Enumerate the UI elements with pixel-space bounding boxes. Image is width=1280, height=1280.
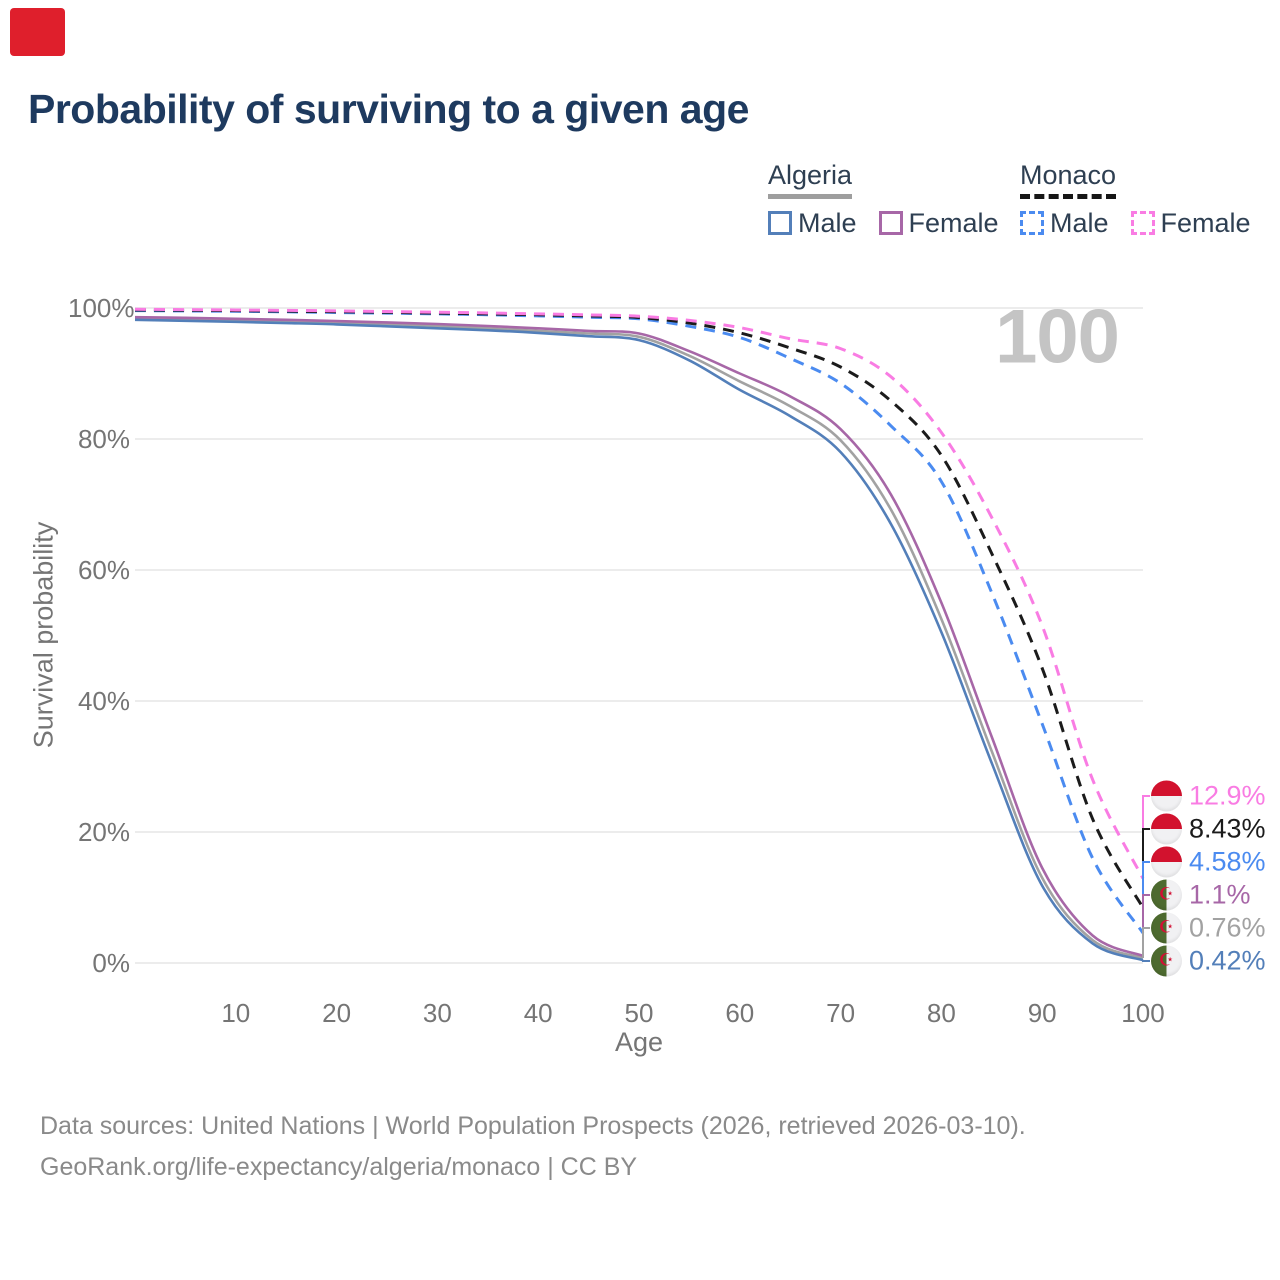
legend-item-label: Male: [798, 208, 857, 238]
end-label-algeria: ☪ 0.76%: [1151, 912, 1266, 944]
series-line-algeria_female: [134, 315, 1144, 958]
x-tick-label: 80: [926, 998, 956, 1028]
x-tick-label: 100: [1121, 998, 1165, 1028]
crescent-star-icon: ☪: [1158, 917, 1174, 938]
x-tick-label: 50: [624, 998, 654, 1028]
legend-items: Male Female: [1020, 208, 1251, 238]
footer: Data sources: United Nations | World Pop…: [40, 1106, 1026, 1188]
legend-group-monaco: Monaco Male Female: [1020, 160, 1251, 238]
footer-attribution: GeoRank.org/life-expectancy/algeria/mona…: [40, 1153, 638, 1181]
legend-item-label: Male: [1050, 208, 1109, 238]
series-line-algeria: [134, 317, 1144, 960]
page-title: Probability of surviving to a given age: [28, 86, 749, 132]
y-tick-label: 80%: [77, 424, 130, 454]
x-tick-label: 70: [826, 998, 856, 1028]
end-connector-algeria_female: [1142, 894, 1150, 956]
y-tick-label: 40%: [77, 686, 130, 716]
series-line-algeria_male: [134, 318, 1144, 962]
series-line-monaco_female: [134, 307, 1145, 880]
legend-group-algeria: Algeria Male Female: [768, 160, 999, 238]
end-label-algeria_female: ☪ 1.1%: [1151, 879, 1251, 911]
legend-country-monaco[interactable]: Monaco: [1020, 160, 1117, 199]
legend-item-monaco-male[interactable]: Male: [1020, 208, 1109, 238]
algeria-flag-icon: ☪: [1151, 912, 1182, 944]
legend-swatch-icon: [1130, 211, 1155, 235]
algeria-flag-icon: ☪: [1151, 879, 1182, 911]
end-label-value: 0.42%: [1189, 945, 1266, 976]
crescent-star-icon: ☪: [1158, 950, 1174, 971]
legend-swatch-icon: [1020, 211, 1044, 235]
end-label-value: 1.1%: [1189, 879, 1251, 910]
legend-item-label: Female: [908, 208, 999, 238]
monaco-flag-icon: [1151, 780, 1182, 812]
crescent-star-icon: ☪: [1158, 884, 1174, 905]
x-tick-label: 40: [523, 998, 553, 1028]
end-label-monaco_female: 12.9%: [1151, 780, 1266, 812]
end-label-value: 12.9%: [1189, 780, 1266, 811]
legend-item-algeria-male[interactable]: Male: [768, 208, 857, 238]
end-label-value: 8.43%: [1189, 813, 1266, 844]
legend-item-label: Female: [1160, 208, 1251, 238]
y-tick-label: 20%: [77, 817, 130, 847]
legend-swatch-icon: [768, 211, 792, 235]
x-tick-label: 90: [1027, 998, 1057, 1028]
end-connector-monaco_male: [1142, 861, 1150, 933]
x-tick-label: 30: [422, 998, 452, 1028]
x-tick-label: 20: [322, 998, 352, 1028]
red-click-marker: [10, 8, 65, 56]
x-tick-label: 10: [221, 998, 251, 1028]
end-label-algeria_male: ☪ 0.42%: [1151, 945, 1266, 977]
series-line-monaco_male: [134, 309, 1145, 934]
end-connector-algeria: [1142, 927, 1150, 958]
y-tick-label: 100%: [68, 293, 135, 323]
legend-swatch-icon: [878, 211, 903, 235]
end-label-value: 0.76%: [1189, 912, 1266, 943]
y-axis-title: Survival probability: [28, 521, 59, 749]
end-connector-algeria_male: [1142, 960, 1150, 962]
end-label-value: 4.58%: [1189, 846, 1266, 877]
series-line-monaco: [134, 308, 1145, 909]
legend-item-monaco-female[interactable]: Female: [1130, 208, 1251, 238]
legend-country-algeria[interactable]: Algeria: [768, 160, 853, 199]
end-connector-monaco_female: [1142, 795, 1150, 879]
monaco-flag-icon: [1151, 846, 1182, 878]
legend-item-algeria-female[interactable]: Female: [878, 208, 999, 238]
legend-items: Male Female: [768, 208, 999, 238]
end-label-monaco: 8.43%: [1151, 813, 1266, 845]
x-axis-title: Age: [614, 1027, 664, 1057]
x-tick-label: 60: [725, 998, 755, 1028]
monaco-flag-icon: [1151, 813, 1182, 845]
end-label-monaco_male: 4.58%: [1151, 846, 1266, 878]
y-tick-label: 60%: [77, 555, 130, 585]
footer-data-sources: Data sources: United Nations | World Pop…: [40, 1112, 1026, 1140]
algeria-flag-icon: ☪: [1151, 945, 1182, 977]
y-tick-label: 0%: [92, 948, 130, 978]
